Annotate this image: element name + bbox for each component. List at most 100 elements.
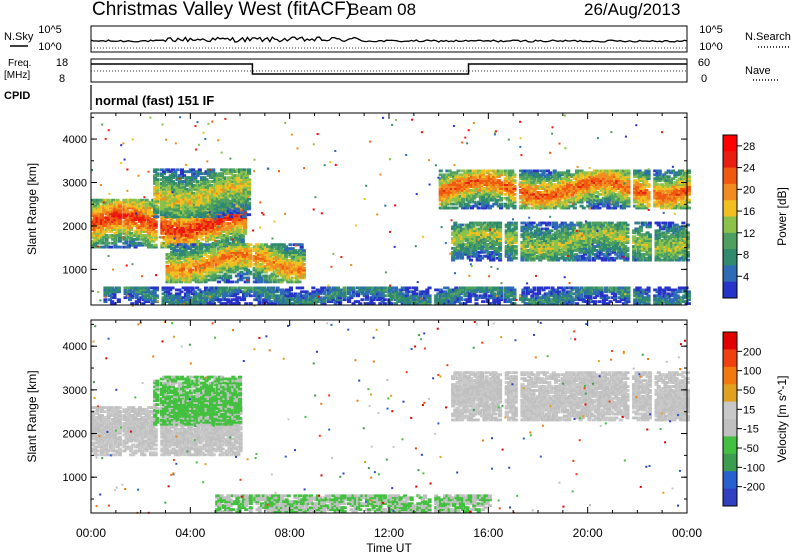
heatmap-cell [213, 224, 218, 227]
heatmap-cell [220, 215, 225, 219]
heatmap-cell [220, 182, 225, 185]
heatmap-cell [284, 300, 289, 303]
heatmap-cell [234, 274, 239, 278]
heatmap-cell [165, 268, 170, 272]
heatmap-cell [172, 296, 177, 300]
heatmap-cell [257, 278, 262, 282]
heatmap-cell [108, 202, 113, 206]
heatmap-cell [164, 207, 169, 211]
heatmap-cell [168, 201, 173, 205]
heatmap-cell [299, 243, 304, 247]
heatmap-cell [226, 180, 231, 183]
heatmap-cell [213, 222, 218, 225]
heatmap-cell [175, 232, 180, 235]
heatmap-cell [668, 288, 673, 292]
heatmap-cell [445, 286, 450, 290]
heatmap-cell [205, 237, 210, 241]
heatmap-cell [320, 290, 325, 294]
heatmap-cell [677, 286, 682, 290]
heatmap-cell [293, 302, 298, 305]
heatmap-cell [496, 179, 501, 182]
heatmap-cell [151, 218, 156, 222]
heatmap-cell [292, 249, 297, 252]
heatmap-cell [229, 226, 234, 229]
heatmap-cell [187, 235, 192, 239]
heatmap-cell [254, 251, 259, 254]
heatmap-cell [443, 173, 448, 177]
heatmap-cell [131, 243, 136, 247]
heatmap-cell [238, 239, 243, 243]
heatmap-cell [485, 288, 490, 292]
heatmap-cell [635, 286, 640, 290]
heatmap-cell [315, 300, 320, 303]
heatmap-cell [483, 179, 488, 182]
heatmap-cell [137, 243, 142, 247]
heatmap-cell [208, 274, 213, 278]
heatmap-cell [190, 288, 195, 292]
heatmap-cell [299, 247, 304, 250]
heatmap-cell [309, 292, 314, 296]
heatmap-cell [168, 207, 173, 211]
heatmap-cell [657, 294, 662, 298]
heatmap-cell [461, 206, 466, 210]
heatmap-cell [225, 234, 230, 237]
heatmap-cell [231, 222, 236, 225]
heatmap-cell [91, 204, 96, 208]
heatmap-cell [185, 251, 190, 254]
heatmap-cell [164, 205, 169, 209]
heatmap-cell [207, 222, 212, 225]
heatmap-cell [492, 187, 497, 190]
heatmap-cell [326, 294, 331, 298]
heatmap-cell [243, 224, 248, 227]
heatmap-cell [286, 276, 291, 280]
heatmap-cell [284, 268, 289, 272]
heatmap-cell [164, 241, 169, 245]
heatmap-cell [592, 300, 597, 303]
heatmap-cell [113, 228, 118, 231]
heatmap-cell [290, 257, 295, 260]
heatmap-cell [686, 290, 691, 294]
heatmap-cell [463, 302, 468, 305]
heatmap-cell [657, 290, 662, 294]
heatmap-cell [93, 237, 98, 241]
heatmap-cell [583, 300, 588, 303]
heatmap-cell [117, 214, 122, 218]
heatmap-cell [637, 300, 642, 303]
heatmap-cell [95, 216, 100, 220]
heatmap-cell [195, 174, 200, 177]
heatmap-cell [201, 264, 206, 268]
heatmap-cell [91, 241, 96, 245]
heatmap-cell [263, 260, 268, 264]
heatmap-cell [494, 194, 499, 198]
heatmap-cell [382, 294, 387, 298]
heatmap-cell [176, 260, 181, 264]
heatmap-cell [240, 191, 245, 195]
heatmap-cell [503, 296, 508, 300]
heatmap-cell [177, 186, 182, 189]
heatmap-cell [487, 181, 492, 184]
heatmap-cell [508, 294, 513, 298]
heatmap-cell [209, 207, 214, 211]
heatmap-cell [387, 294, 392, 298]
heatmap-cell [193, 187, 198, 191]
heatmap-cell [286, 290, 291, 294]
heatmap-cell [164, 168, 169, 172]
heatmap-cell [254, 266, 259, 270]
heatmap-cell [200, 195, 205, 199]
heatmap-cell [229, 218, 234, 222]
heatmap-cell [458, 179, 463, 182]
heatmap-cell [102, 210, 107, 214]
heatmap-cell [225, 237, 230, 241]
heatmap-cell [144, 212, 149, 216]
heatmap-cell [257, 251, 262, 254]
heatmap-cell [171, 235, 176, 239]
heatmap-cell [275, 274, 280, 278]
heatmap-cell [179, 296, 184, 300]
heatmap-cell [532, 302, 537, 305]
heatmap-cell [188, 186, 193, 189]
heatmap-cell [199, 294, 204, 298]
heatmap-cell [268, 260, 273, 264]
heatmap-cell [286, 280, 291, 284]
heatmap-cell [356, 292, 361, 296]
heatmap-cell [528, 298, 533, 302]
